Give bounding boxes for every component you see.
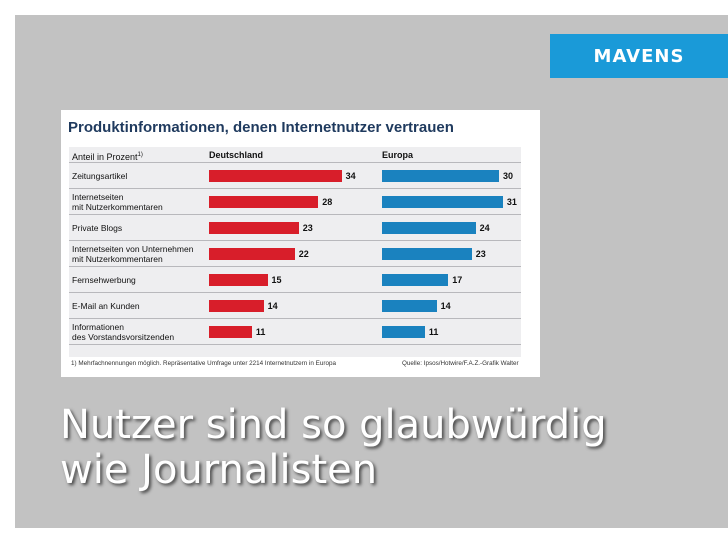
bar-europa	[382, 300, 437, 312]
category-label-line: mit Nutzerkommentaren	[72, 202, 163, 212]
headline-line-1: Nutzer sind so glaubwürdig	[60, 402, 607, 448]
row-divider	[69, 344, 521, 345]
category-label: Internetseiten von Unternehmen mit Nutzer…	[72, 244, 193, 264]
category-label-line: Zeitungsartikel	[72, 171, 128, 181]
row-divider	[69, 214, 521, 215]
chart-table: Anteil in Prozent1) Deutschland Europa Z…	[69, 147, 521, 357]
bar-europa	[382, 196, 503, 208]
bar-europa	[382, 274, 449, 286]
bar-europa	[382, 326, 425, 338]
category-label-line: des Vorstandsvorsitzenden	[72, 332, 175, 342]
value-label: 11	[428, 327, 439, 337]
bar-deutschland	[209, 248, 295, 260]
category-label-line: Private Blogs	[72, 223, 123, 233]
category-label: Zeitungsartikel	[72, 171, 127, 181]
bar-europa	[382, 170, 499, 182]
category-label-line: Internetseiten von Unternehmen	[72, 244, 194, 254]
bar-deutschland	[209, 274, 268, 286]
brand-logo: MAVENS	[550, 34, 728, 78]
unit-footnote-mark: 1)	[137, 152, 143, 158]
value-label: 22	[298, 249, 309, 259]
value-label: 14	[440, 301, 451, 311]
row-divider	[69, 240, 521, 241]
header-divider	[69, 162, 521, 163]
value-label: 23	[475, 249, 486, 259]
row-divider	[69, 188, 521, 189]
legend-deutschland: Deutschland	[209, 150, 264, 160]
chart-title: Produktinformationen, denen Internetnutz…	[68, 119, 454, 136]
bar-deutschland	[209, 300, 264, 312]
category-label-line: E-Mail an Kunden	[72, 301, 140, 311]
value-label: 15	[271, 275, 282, 285]
value-label: 17	[452, 275, 463, 285]
footnote: 1) Mehrfachnennungen möglich. Repräsenta…	[71, 360, 336, 367]
bar-deutschland	[209, 222, 299, 234]
category-label: Internetseiten mit Nutzerkommentaren	[72, 192, 163, 212]
row-divider	[69, 318, 521, 319]
legend-europa: Europa	[382, 150, 414, 160]
value-label: 23	[302, 223, 313, 233]
value-label: 30	[503, 171, 514, 181]
category-label: Fernsehwerbung	[72, 275, 136, 285]
chart-card: Produktinformationen, denen Internetnutz…	[61, 110, 540, 377]
bar-deutschland	[209, 196, 319, 208]
value-label: 34	[345, 171, 356, 181]
column-header-unit: Anteil in Prozent1)	[72, 147, 143, 163]
bar-europa	[382, 248, 472, 260]
row-divider	[69, 266, 521, 267]
value-label: 31	[506, 197, 517, 207]
unit-label: Anteil in Prozent	[72, 152, 138, 162]
category-label-line: Informationen	[72, 322, 124, 332]
category-label: Private Blogs	[72, 223, 122, 233]
value-label: 14	[267, 301, 278, 311]
source-note: Quelle: Ipsos/Hotwire/F.A.Z.-Grafik Walt…	[402, 360, 519, 367]
headline-line-2: wie Journalisten	[60, 447, 378, 493]
value-label: 24	[479, 223, 490, 233]
category-label-line: mit Nutzerkommentaren	[72, 254, 163, 264]
value-label: 11	[255, 327, 266, 337]
category-label-line: Internetseiten	[72, 192, 124, 202]
bar-deutschland	[209, 170, 342, 182]
row-divider	[69, 292, 521, 293]
bar-deutschland	[209, 326, 252, 338]
bar-europa	[382, 222, 476, 234]
category-label: E-Mail an Kunden	[72, 301, 140, 311]
value-label: 28	[322, 197, 333, 207]
slide-headline: Nutzer sind so glaubwürdig wie Journalis…	[60, 403, 607, 493]
category-label-line: Fernsehwerbung	[72, 275, 136, 285]
category-label: Informationen des Vorstandsvorsitzenden	[72, 322, 174, 342]
